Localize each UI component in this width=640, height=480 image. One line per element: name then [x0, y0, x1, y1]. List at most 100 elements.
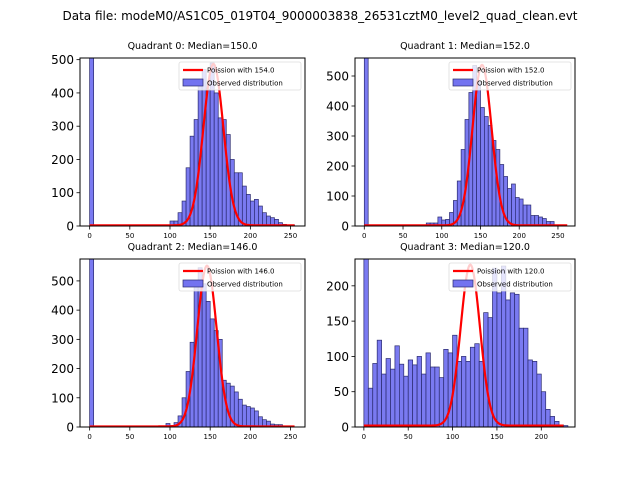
x-tick-label: 150 — [203, 232, 216, 240]
subplot-quadrant-0: Quadrant 0: Median=150.00100200300400500… — [51, 41, 306, 240]
histogram-bar — [518, 327, 524, 427]
histogram-bar — [250, 200, 255, 226]
x-tick-label: 50 — [399, 232, 408, 240]
histogram-bar — [434, 366, 440, 427]
histogram-bar — [456, 361, 462, 427]
y-tick-label: 400 — [51, 86, 74, 100]
x-tick-label: 250 — [284, 433, 297, 441]
legend-box — [448, 61, 572, 91]
y-tick-label: 400 — [326, 100, 349, 114]
x-tick-label: 150 — [490, 433, 503, 441]
histogram-bar — [89, 259, 95, 427]
histogram-bar — [480, 107, 485, 226]
histogram-bar — [487, 125, 493, 226]
legend-label-poisson: Poission with 120.0 — [477, 268, 545, 276]
histogram-bar — [460, 149, 466, 226]
y-tick-label: 100 — [326, 190, 349, 204]
legend-label-poisson: Poission with 152.0 — [477, 67, 545, 75]
poisson-curve — [363, 263, 564, 427]
legend-bar-swatch — [182, 279, 204, 288]
legend-label-observed: Observed distribution — [477, 80, 553, 88]
histogram-bar — [213, 92, 219, 226]
poisson-curve — [364, 63, 568, 226]
legend-label-poisson: Poission with 146.0 — [207, 268, 275, 276]
histogram-bar — [385, 358, 391, 427]
histogram-bar — [514, 293, 520, 427]
axes-frame — [354, 57, 576, 227]
histogram-bar — [217, 117, 223, 226]
y-tick-label: 400 — [51, 304, 74, 318]
histogram-bar — [258, 205, 263, 226]
y-tick-label: 0 — [66, 220, 74, 234]
y-tick-label: 500 — [51, 274, 74, 288]
x-tick-label: 100 — [435, 232, 448, 240]
histogram-bar — [394, 345, 400, 427]
x-tick-label: 200 — [244, 433, 257, 441]
axes-frame — [79, 258, 306, 428]
histogram-bar — [523, 327, 529, 427]
histogram-bar — [376, 339, 382, 427]
legend-box — [178, 61, 302, 91]
x-tick-label: 100 — [163, 232, 176, 240]
x-tick-label: 200 — [535, 433, 548, 441]
legend-bar-swatch — [182, 78, 204, 87]
legend-box — [448, 262, 572, 292]
x-tick-label: 250 — [284, 232, 297, 240]
histogram-bar — [367, 387, 374, 427]
histogram-bar — [262, 212, 267, 226]
subplot-title: Quadrant 3: Median=120.0 — [400, 242, 530, 253]
axes-frame — [354, 258, 576, 428]
y-tick-label: 100 — [326, 350, 349, 364]
subplot-quadrant-3: Quadrant 3: Median=120.0 0 50 100 150 200 0 50 1… — [326, 242, 576, 441]
histogram-bar — [241, 404, 247, 427]
y-tick-label: 300 — [51, 333, 74, 347]
histogram-bar — [254, 410, 259, 427]
histogram-bar — [245, 194, 251, 226]
histogram-bar — [233, 391, 239, 427]
histogram-bar — [412, 364, 418, 427]
subplot-quadrant-1: Quadrant 1: Median=152.00100200300400500… — [326, 41, 576, 240]
y-tick-label: 100 — [51, 391, 74, 405]
y-tick-label: 100 — [51, 186, 74, 200]
histogram-bar — [403, 375, 409, 427]
legend: Poission with 120.0 Observed distribution — [448, 262, 572, 292]
y-tick-label: 0 — [66, 421, 74, 435]
legend-bar-swatch — [452, 78, 474, 87]
y-tick-label: 300 — [326, 130, 349, 144]
axes-frame — [79, 57, 306, 227]
histogram-bar — [250, 407, 255, 427]
x-tick-label: 0 — [362, 232, 366, 240]
histogram-bar — [527, 359, 533, 427]
y-tick-label: 200 — [51, 362, 74, 376]
subplot-title: Quadrant 1: Median=152.0 — [400, 41, 530, 52]
x-tick-label: 0 — [87, 232, 91, 240]
histogram-bar — [430, 366, 436, 427]
y-tick-label: 0 — [341, 421, 349, 435]
histogram-bar — [492, 267, 498, 427]
histogram-bar — [241, 185, 247, 226]
histogram-bar — [205, 89, 211, 226]
histogram-bar — [363, 58, 369, 226]
histogram-bar — [478, 361, 484, 427]
x-tick-label: 100 — [163, 433, 176, 441]
x-tick-label: 150 — [474, 232, 487, 240]
poisson-curve — [89, 62, 295, 226]
legend: Poission with 146.0 Observed distribution — [178, 262, 302, 292]
legend-label-observed: Observed distribution — [207, 80, 283, 88]
figure-suptitle: Data file: modeM0/AS1C05_019T04_90000038… — [62, 9, 577, 23]
histogram-bar — [505, 299, 511, 427]
histogram-bar — [201, 283, 207, 427]
x-tick-label: 0 — [362, 433, 366, 441]
histogram-bar — [526, 204, 532, 226]
histogram-bar — [540, 391, 547, 427]
y-tick-label: 50 — [334, 385, 349, 399]
histogram-bar — [381, 373, 387, 427]
y-tick-label: 200 — [326, 279, 349, 293]
poisson-curve — [89, 264, 295, 427]
legend-label-poisson: Poission with 154.0 — [207, 67, 275, 75]
y-tick-label: 500 — [51, 53, 74, 67]
histogram-bar — [532, 361, 538, 427]
histogram-bar — [447, 352, 453, 427]
histogram-bar — [425, 352, 431, 427]
